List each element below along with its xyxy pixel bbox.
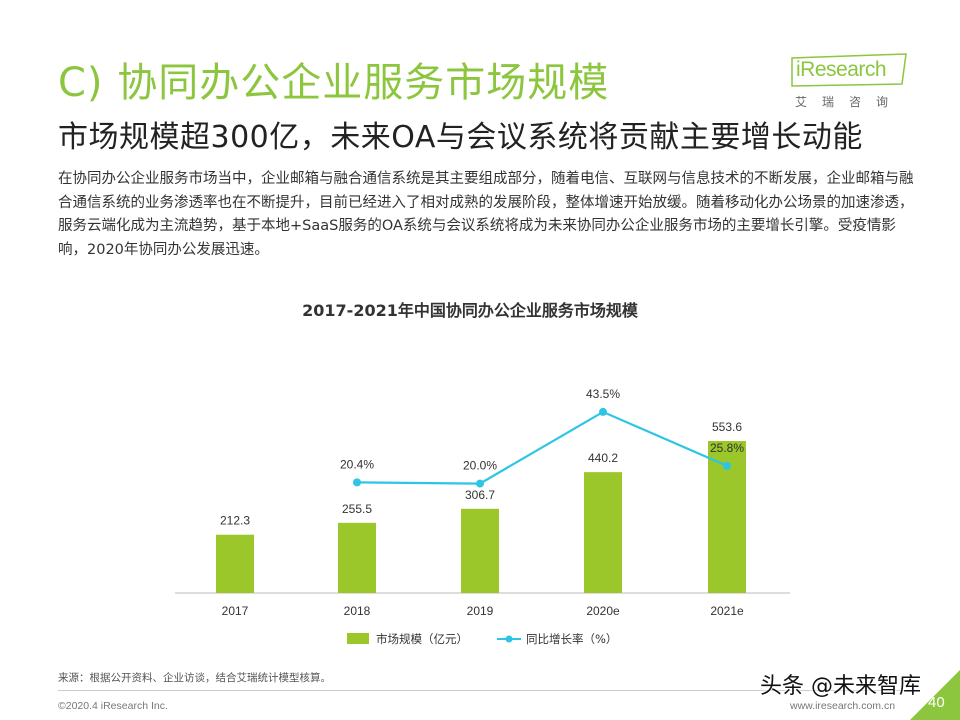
logo-text: iResearch <box>796 58 887 81</box>
growth-point-2021e <box>723 461 731 470</box>
growth-label-2021e: 25.8% <box>710 441 744 455</box>
growth-point-2018 <box>353 478 361 487</box>
growth-point-2019 <box>476 479 484 488</box>
watermark-text: 头条 @未来智库 <box>760 674 921 699</box>
bar-label-2020e: 440.2 <box>588 451 618 465</box>
source-note: 来源：根据公开资料、企业访谈，结合艾瑞统计模型核算。 <box>58 672 331 684</box>
x-tick-2019: 2019 <box>467 604 494 618</box>
bar-label-2017: 212.3 <box>220 514 250 528</box>
copyright-text: ©2020.4 iResearch Inc. <box>58 700 168 712</box>
legend-bar-swatch <box>347 633 369 644</box>
growth-label-2019: 20.0% <box>463 459 497 473</box>
legend-line-marker <box>505 635 513 643</box>
legend-bar-label: 市场规模（亿元） <box>376 632 468 646</box>
x-tick-2018: 2018 <box>344 604 371 618</box>
page-number: 40 <box>928 694 945 711</box>
website-text: www.iresearch.com.cn <box>790 700 896 712</box>
page-title: C) 协同办公企业服务市场规模 <box>58 60 610 106</box>
chart-svg: 2017-2021年中国协同办公企业服务市场规模 212.3 2017 255.5 20… <box>175 301 790 646</box>
bar-2019 <box>461 508 499 593</box>
footer-divider <box>58 690 918 691</box>
bar-label-2019: 306.7 <box>465 488 495 502</box>
bar-label-2018: 255.5 <box>342 502 372 516</box>
bar-label-2021e: 553.6 <box>712 420 742 434</box>
logo-frame-icon <box>791 53 907 87</box>
corner-decoration <box>910 670 960 720</box>
page-subtitle: 市场规模超300亿，未来OA与会议系统将贡献主要增长动能 <box>58 120 863 155</box>
growth-point-2020e <box>599 407 607 416</box>
legend-line-label: 同比增长率（%） <box>526 632 617 646</box>
bar-2017 <box>216 534 254 593</box>
x-tick-2021e: 2021e <box>710 604 744 618</box>
logo-cn-text: 艾瑞咨询 <box>795 95 904 109</box>
growth-line <box>356 410 728 485</box>
bar-2018 <box>338 522 376 593</box>
description-paragraph: 在协同办公企业服务市场当中，企业邮箱与融合通信系统是其主要组成部分，随着电信、互… <box>58 171 914 258</box>
growth-label-2020e: 43.5% <box>586 387 620 401</box>
x-tick-2020e: 2020e <box>586 604 620 618</box>
chart-title: 2017-2021年中国协同办公企业服务市场规模 <box>302 301 639 320</box>
market-size-chart: 2017-2021年中国协同办公企业服务市场规模 212.3 2017 255.5 20… <box>0 290 960 670</box>
growth-label-2018: 20.4% <box>340 457 374 471</box>
iresearch-logo: iResearch 艾瑞咨询 <box>790 52 915 112</box>
x-tick-2017: 2017 <box>222 604 249 618</box>
bar-2020e <box>584 472 622 593</box>
